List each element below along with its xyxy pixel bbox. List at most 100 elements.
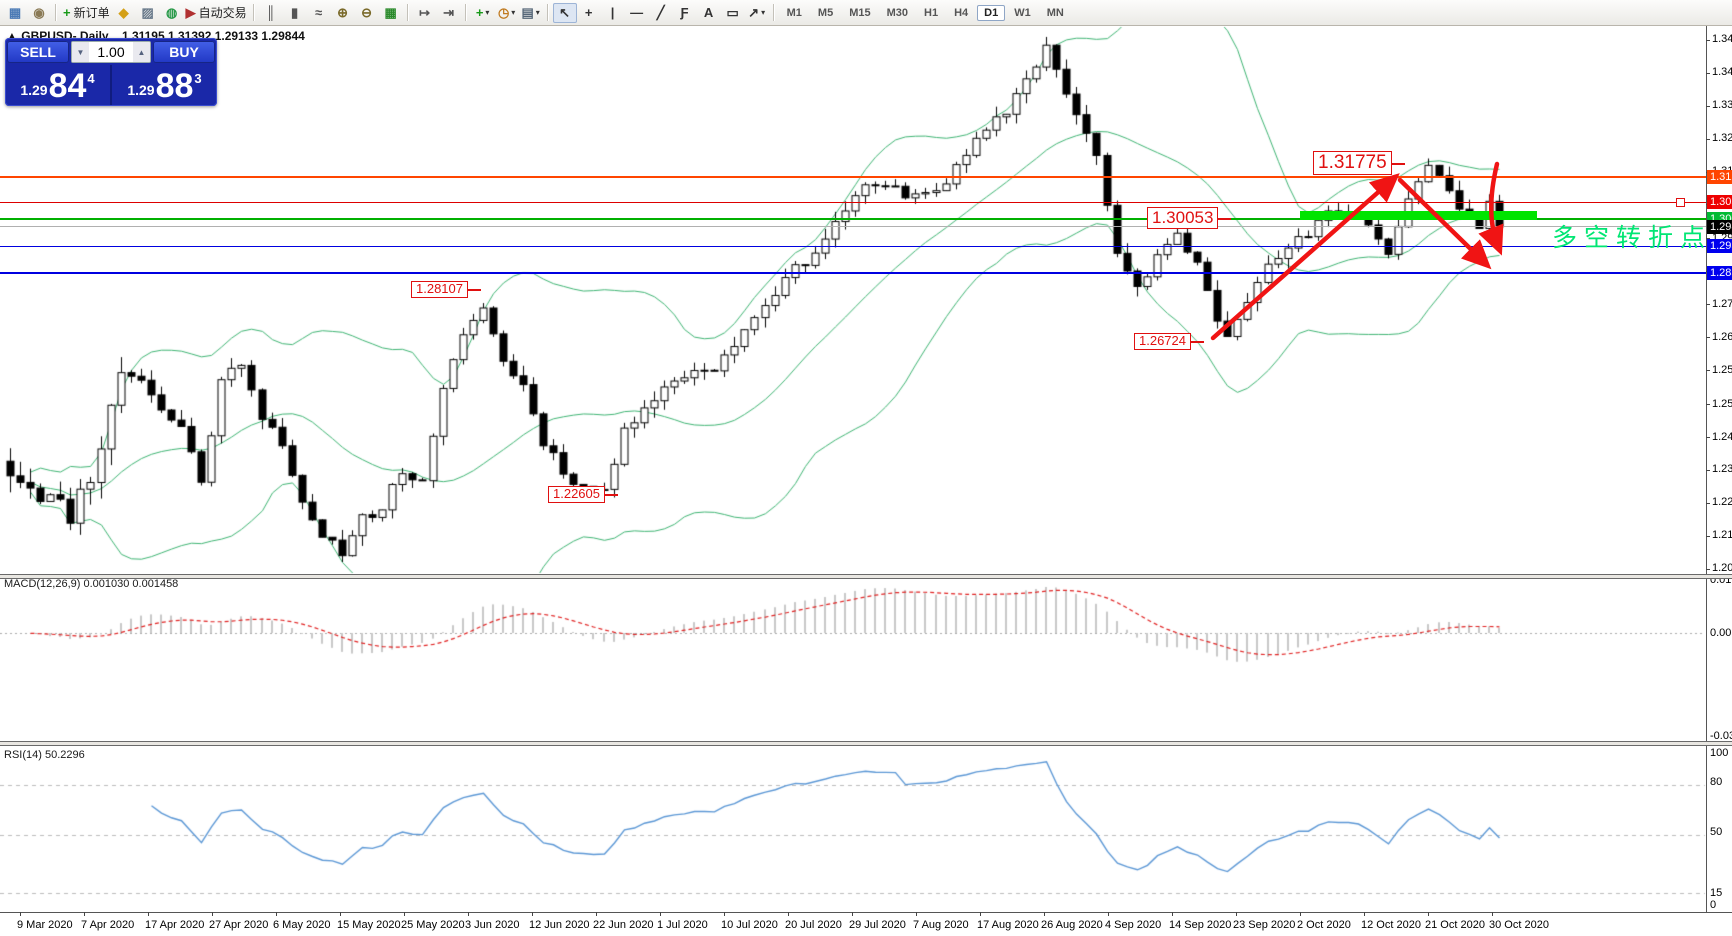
pivot-text[interactable]: 多空转折点 bbox=[1552, 224, 1713, 252]
price-axis-line[interactable] bbox=[1706, 26, 1707, 912]
price-label-122605[interactable]: 1.22605 bbox=[548, 486, 618, 503]
date-tick-mark bbox=[852, 912, 853, 916]
periods-icon-caret[interactable]: ▾ bbox=[511, 7, 516, 17]
price-badge-1.31200: 1.31200 bbox=[1707, 170, 1732, 185]
chart-shift-icon[interactable]: ⇥ bbox=[437, 3, 461, 23]
volume-increase-button[interactable]: ▲ bbox=[133, 42, 150, 62]
volume-input[interactable]: 1.00 bbox=[97, 44, 125, 60]
date-tick-label: 21 Oct 2020 bbox=[1425, 919, 1485, 931]
horizontal-line-icon[interactable]: — bbox=[625, 3, 649, 23]
arrows-tool-icon: ↗ bbox=[748, 4, 760, 20]
periods-icon[interactable]: ◷ ▾ bbox=[495, 3, 519, 23]
templates-icon[interactable]: ▤ ▾ bbox=[519, 3, 543, 23]
price-label-131775[interactable]: 1.31775 bbox=[1313, 151, 1405, 175]
templates-icon-caret[interactable]: ▾ bbox=[535, 7, 540, 17]
candlestick-chart-icon[interactable]: ▮ bbox=[283, 3, 307, 23]
indicators-add-icon[interactable]: + ▾ bbox=[471, 3, 495, 23]
volume-decrease-button[interactable]: ▼ bbox=[72, 42, 89, 62]
line-chart-icon[interactable]: ≈ bbox=[307, 3, 331, 23]
price-badge-1.29314: 1.29314 bbox=[1707, 239, 1732, 254]
timeframe-M30[interactable]: M30 bbox=[886, 6, 908, 19]
buy-price-base: 1.29 bbox=[127, 82, 155, 98]
timeframe-H1[interactable]: H1 bbox=[924, 6, 939, 19]
connection-icon[interactable]: ◍ bbox=[160, 3, 184, 23]
trendline-icon[interactable]: ╱ bbox=[649, 3, 673, 23]
timeframe-M5[interactable]: M5 bbox=[817, 6, 834, 19]
price-tick-mark bbox=[1706, 72, 1710, 74]
fibonacci-icon[interactable]: Ƒ bbox=[673, 3, 697, 23]
date-tick-label: 22 Jun 2020 bbox=[593, 919, 654, 931]
crosshair-icon[interactable]: + bbox=[577, 3, 601, 23]
buy-price-pips: 88 bbox=[155, 67, 194, 105]
timeframe-M1[interactable]: M1 bbox=[786, 6, 802, 19]
arrows-tool-icon-caret[interactable]: ▾ bbox=[761, 7, 766, 17]
time-axis-line[interactable] bbox=[0, 912, 1732, 913]
support-line-2[interactable] bbox=[0, 272, 1706, 275]
price-label-126724[interactable]: 1.26724 bbox=[1134, 333, 1204, 350]
resistance-line-1[interactable] bbox=[0, 176, 1706, 179]
timeframe-M15[interactable]: M15 bbox=[849, 6, 871, 19]
sell-price[interactable]: 1.29 84 4 bbox=[5, 65, 110, 105]
tile-windows-icon[interactable]: ▦ bbox=[379, 3, 403, 23]
date-tick-mark bbox=[1044, 912, 1045, 916]
metaeditor-icon[interactable]: ◆ bbox=[112, 3, 136, 23]
price-label-128107[interactable]: 1.28107 bbox=[411, 281, 481, 298]
arrows-tool-icon[interactable]: ↗ ▾ bbox=[745, 3, 769, 23]
timeframe-H4[interactable]: H4 bbox=[954, 6, 969, 19]
sell-button[interactable]: SELL bbox=[7, 41, 69, 63]
pivot-line[interactable] bbox=[0, 218, 1706, 221]
bar-chart-icon[interactable]: ║ bbox=[259, 3, 283, 23]
cursor-icon[interactable]: ↖ bbox=[552, 2, 577, 23]
support-line-1[interactable] bbox=[0, 245, 1706, 247]
shapes-icon[interactable]: ▭ bbox=[721, 3, 745, 23]
date-tick-mark bbox=[468, 912, 469, 916]
order-line[interactable] bbox=[0, 201, 1706, 203]
price-tick-mark bbox=[1706, 238, 1710, 240]
terminal-icon[interactable]: ▨ bbox=[136, 3, 160, 23]
date-tick-mark bbox=[596, 912, 597, 916]
date-tick-mark bbox=[404, 912, 405, 916]
new-order-button[interactable]: + 新订单 bbox=[61, 3, 112, 23]
timeframe-MN[interactable]: MN bbox=[1046, 6, 1064, 19]
reversal-arrow[interactable] bbox=[1478, 161, 1504, 256]
auto-scroll-icon[interactable]: ↦ bbox=[413, 3, 437, 23]
zoom-out-icon[interactable]: ⊖ bbox=[355, 3, 379, 23]
current-price-line[interactable] bbox=[0, 226, 1706, 228]
price-label-130053[interactable]: 1.30053 bbox=[1147, 207, 1232, 229]
timeframe-W1[interactable]: W1 bbox=[1014, 6, 1031, 19]
data-window-icon[interactable]: ◉ bbox=[27, 3, 51, 23]
collapse-panel-icon[interactable]: ▲ bbox=[6, 29, 18, 43]
cursor-icon: ↖ bbox=[559, 4, 571, 20]
pivot-zone-bar[interactable] bbox=[1300, 211, 1537, 220]
autotrading-button[interactable]: ▶ 自动交易 bbox=[184, 3, 249, 23]
date-tick-label: 25 May 2020 bbox=[401, 919, 465, 931]
text-icon[interactable]: A bbox=[697, 3, 721, 23]
macd-label: MACD(12,26,9) 0.001030 0.001458 bbox=[4, 578, 179, 590]
date-tick-label: 9 Mar 2020 bbox=[17, 919, 73, 931]
macd-axis-label: -0.032445 bbox=[1710, 730, 1732, 742]
timeframe-D1[interactable]: D1 bbox=[977, 4, 1006, 21]
trend-arrow-up[interactable] bbox=[1210, 173, 1400, 341]
order-line-handle[interactable] bbox=[1676, 198, 1685, 208]
date-tick-mark bbox=[1364, 912, 1365, 916]
buy-price[interactable]: 1.29 88 3 bbox=[112, 65, 217, 105]
date-tick-label: 17 Aug 2020 bbox=[977, 919, 1039, 931]
volume-control: ▼ 1.00 ▲ bbox=[71, 41, 151, 63]
date-tick-mark bbox=[916, 912, 917, 916]
chart-window-icon[interactable]: ▦ bbox=[3, 3, 27, 23]
rsi-pane-separator[interactable] bbox=[0, 741, 1732, 746]
buy-price-point: 3 bbox=[194, 71, 202, 86]
zoom-in-icon[interactable]: ⊕ bbox=[331, 3, 355, 23]
trend-arrow-down[interactable] bbox=[1397, 177, 1492, 270]
rsi-label: RSI(14) 50.2296 bbox=[4, 749, 85, 761]
buy-button[interactable]: BUY bbox=[153, 41, 215, 63]
date-tick-label: 27 Apr 2020 bbox=[209, 919, 269, 931]
new-order-button: + bbox=[63, 4, 71, 20]
date-tick-label: 17 Apr 2020 bbox=[145, 919, 205, 931]
indicators-add-icon-caret[interactable]: ▾ bbox=[485, 7, 490, 17]
price-tick-label: 1.20505 bbox=[1712, 562, 1732, 575]
macd-pane-separator[interactable] bbox=[0, 574, 1732, 579]
vertical-line-icon[interactable]: | bbox=[601, 3, 625, 23]
price-badge-1.29844: 1.29844 bbox=[1707, 219, 1732, 234]
